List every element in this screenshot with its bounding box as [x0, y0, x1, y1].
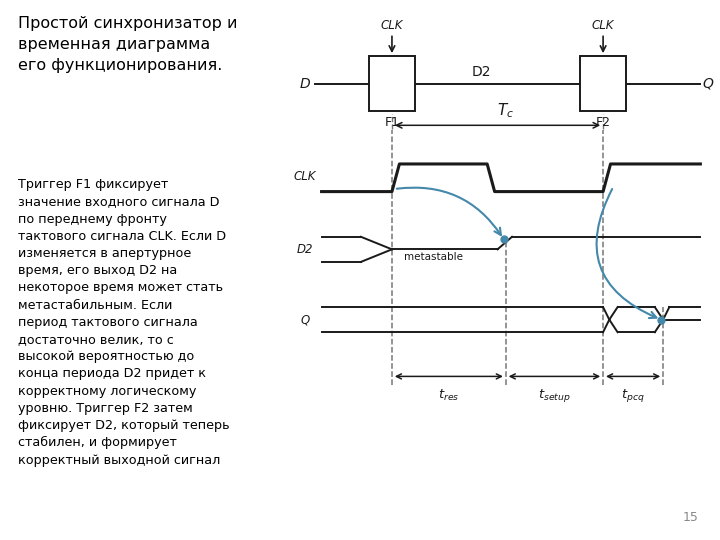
Text: $t_{pcq}$: $t_{pcq}$ — [621, 388, 645, 404]
Text: $t_{setup}$: $t_{setup}$ — [538, 388, 571, 404]
Text: CLK: CLK — [294, 170, 316, 183]
Bar — [580, 56, 626, 111]
Text: Триггер F1 фиксирует
значение входного сигнала D
по переднему фронту
тактового с: Триггер F1 фиксирует значение входного с… — [18, 178, 230, 467]
Bar — [369, 56, 415, 111]
Text: metastable: metastable — [405, 252, 464, 262]
Text: D2: D2 — [471, 65, 491, 79]
Text: F2: F2 — [595, 116, 611, 129]
Text: F1: F1 — [384, 116, 400, 129]
Text: 15: 15 — [683, 511, 698, 524]
Text: $T_c$: $T_c$ — [498, 102, 514, 120]
Text: D: D — [300, 77, 310, 91]
Text: Q: Q — [703, 77, 714, 91]
Text: CLK: CLK — [381, 19, 403, 32]
Text: Q: Q — [300, 313, 310, 326]
Text: Простой синхронизатор и
временная диаграмма
его функционирования.: Простой синхронизатор и временная диагра… — [18, 16, 238, 73]
Text: CLK: CLK — [592, 19, 614, 32]
Text: D2: D2 — [297, 243, 313, 256]
FancyArrowPatch shape — [397, 187, 501, 235]
FancyArrowPatch shape — [597, 189, 657, 318]
Text: $t_{res}$: $t_{res}$ — [438, 388, 459, 402]
